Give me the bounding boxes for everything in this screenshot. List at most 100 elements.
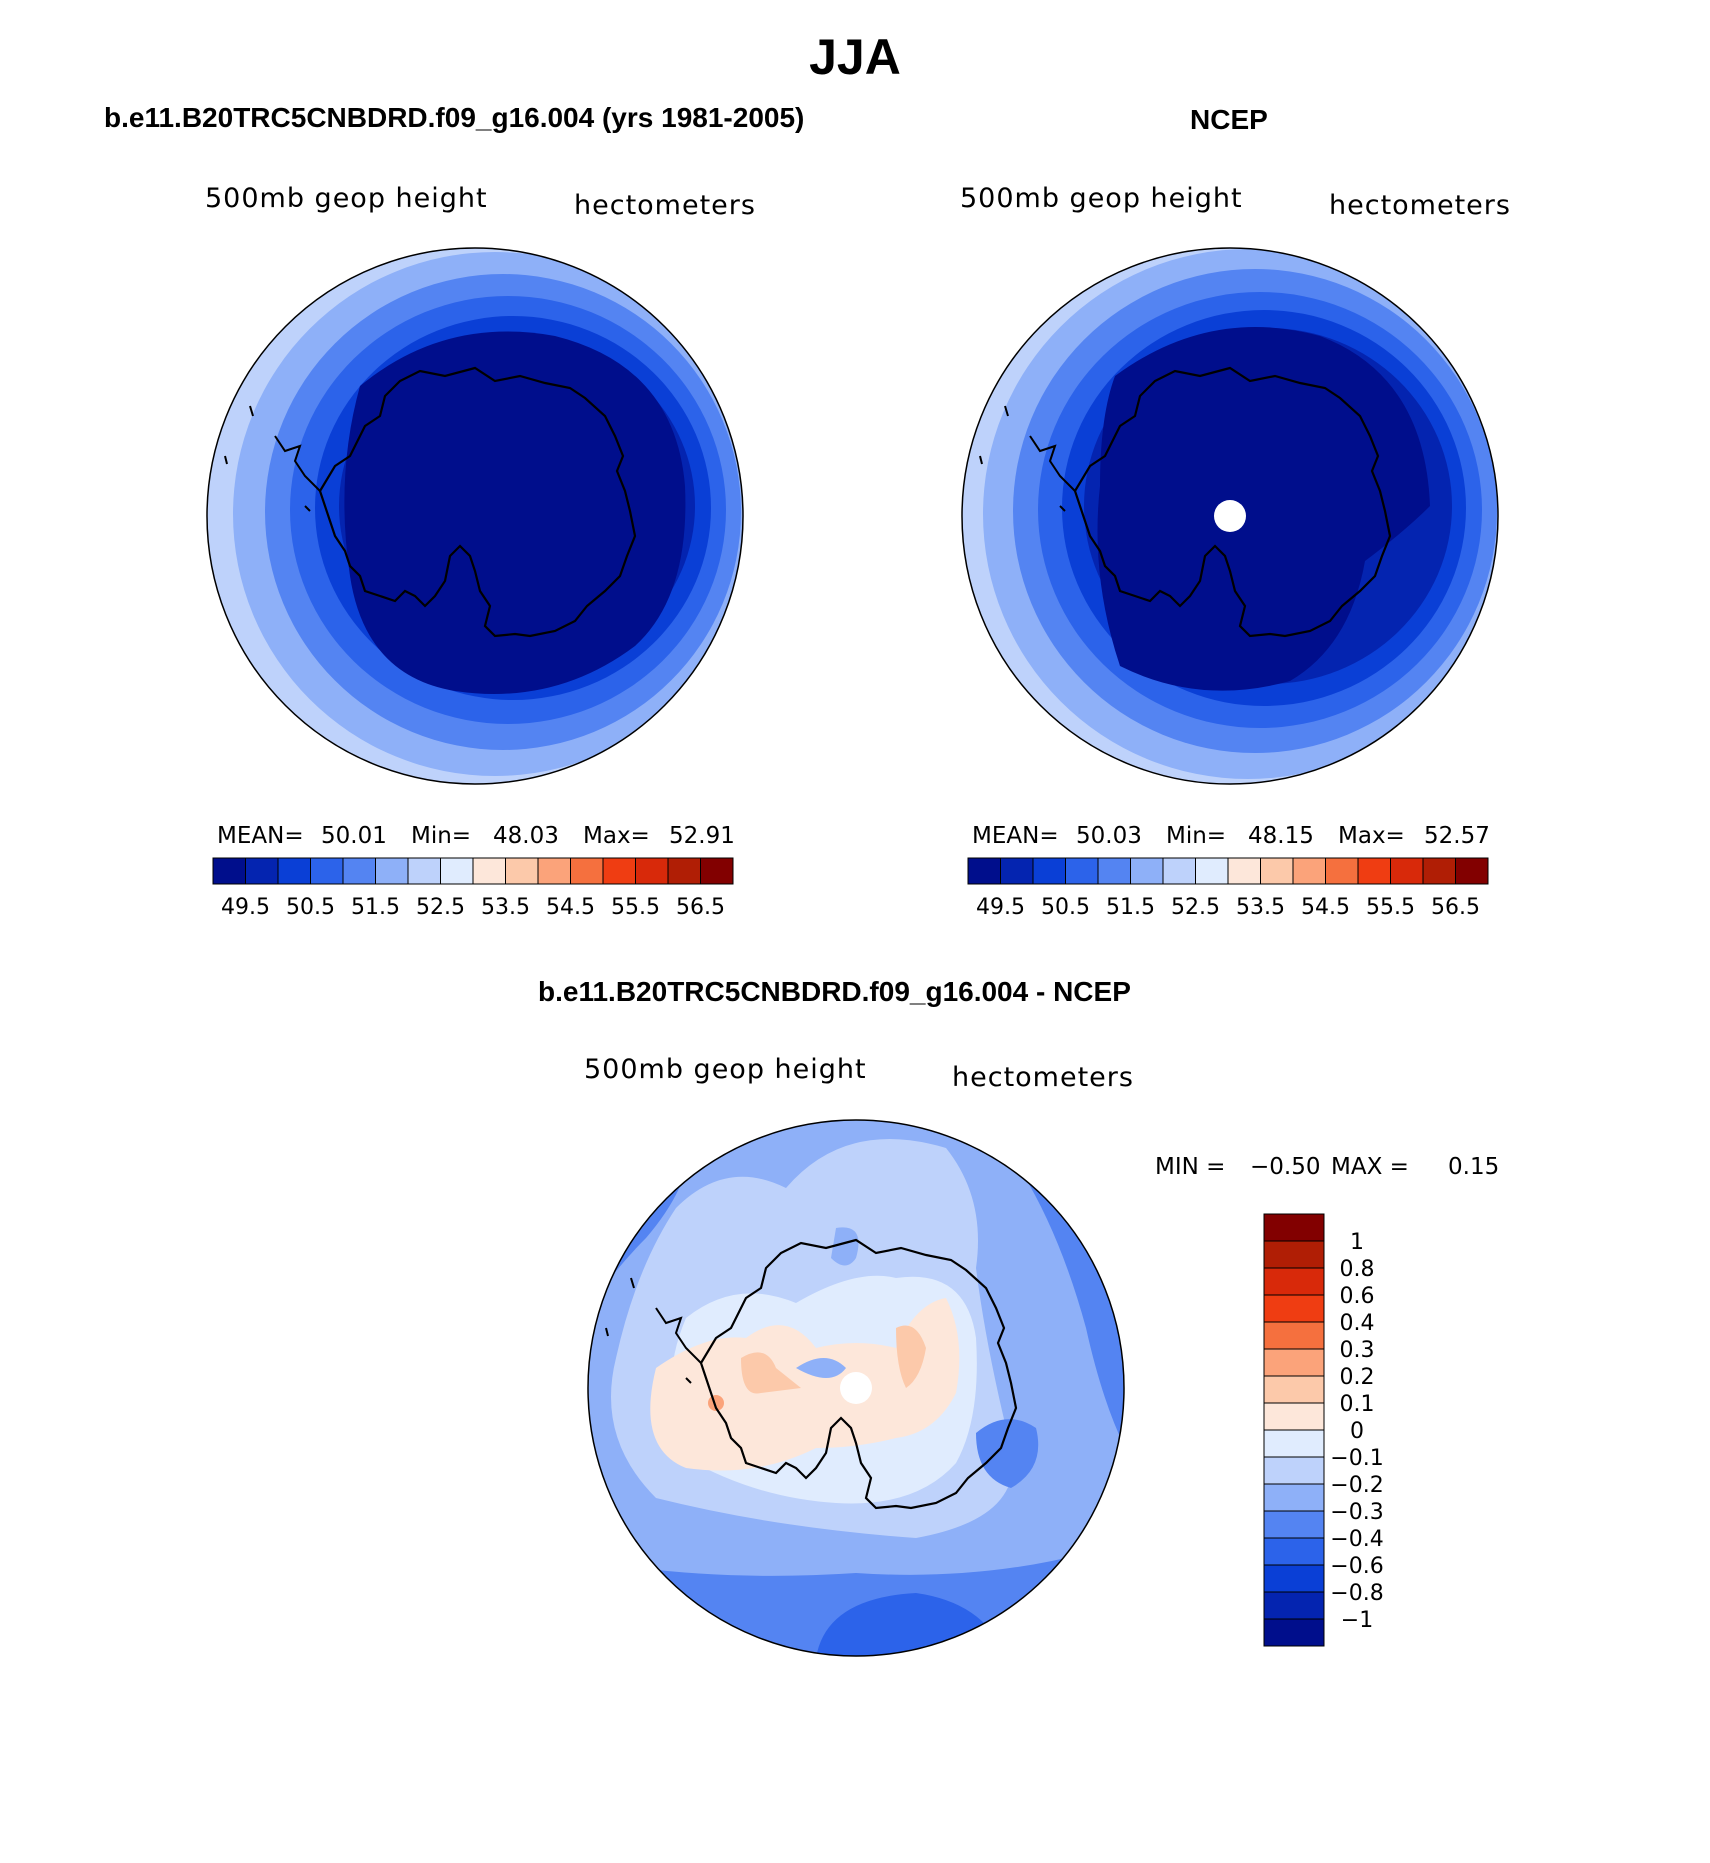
contour-band <box>831 1227 859 1266</box>
colorbar-swatch <box>1263 1618 1325 1647</box>
contour-band <box>976 1419 1039 1488</box>
colorbar-swatch <box>667 857 701 885</box>
colorbar-tick-label: −0.2 <box>1330 1473 1383 1498</box>
colorbar-swatch <box>967 857 1001 885</box>
panel-model-min-value: 48.03 <box>493 823 559 849</box>
missing-data-pole <box>840 1372 872 1404</box>
antarctic-peninsula-coastline <box>274 435 321 492</box>
colorbar-tick-label: 52.5 <box>416 895 465 920</box>
map-boundary <box>961 247 1499 785</box>
island-coastline <box>979 405 1066 512</box>
colorbar-swatch <box>1263 1321 1325 1350</box>
colorbar-tick-label: 0.6 <box>1340 1284 1375 1309</box>
colorbar-tick-label: 52.5 <box>1171 895 1220 920</box>
panel-model-max-value: 52.91 <box>669 823 735 849</box>
colorbar-tick-label: 56.5 <box>676 895 725 920</box>
colorbar-tick-label: 50.5 <box>1041 895 1090 920</box>
colorbar-swatch <box>1000 857 1034 885</box>
panel-diff-variable-label: 500mb geop height <box>584 1054 867 1085</box>
panel-ncep-max-label: Max= <box>1338 823 1405 849</box>
colorbar-tick-label: 55.5 <box>611 895 660 920</box>
colorbar-swatch <box>342 857 376 885</box>
colorbar-swatch <box>1263 1348 1325 1377</box>
colorbar-swatch <box>1325 857 1359 885</box>
colorbar-swatch <box>1263 1240 1325 1269</box>
colorbar-swatch <box>1263 1564 1325 1593</box>
contour-band <box>796 1358 846 1378</box>
colorbar-swatch <box>375 857 409 885</box>
panel-diff-max-value: 0.15 <box>1448 1154 1500 1180</box>
colorbar-swatch <box>1263 1510 1325 1539</box>
panel-ncep-min-label: Min= <box>1166 823 1227 849</box>
colorbar-tick-label: 0.8 <box>1340 1257 1375 1282</box>
colorbar-swatch <box>1227 857 1261 885</box>
island-coastline <box>605 1277 692 1384</box>
colorbar-tick-label: 49.5 <box>976 895 1025 920</box>
colorbar-tick-label: 0.4 <box>1340 1311 1375 1336</box>
panel-model-units-label: hectometers <box>574 190 756 221</box>
colorbar-tick-label: 56.5 <box>1431 895 1480 920</box>
colorbar-tick-label: 53.5 <box>1236 895 1285 920</box>
colorbar-swatch <box>1032 857 1066 885</box>
colorbar-swatch <box>1357 857 1391 885</box>
antarctic-peninsula-coastline <box>1029 435 1076 492</box>
colorbar-tick-label: 50.5 <box>286 895 335 920</box>
colorbar-swatch <box>1292 857 1326 885</box>
colorbar-swatch <box>310 857 344 885</box>
panel-ncep-mean-label: MEAN= <box>972 823 1059 849</box>
colorbar-swatch <box>1195 857 1229 885</box>
panel-ncep-colorbar: 49.5 50.5 51.5 52.5 53.5 54.5 55.5 56.5 <box>967 857 1489 920</box>
panel-diff-min-label: MIN = <box>1155 1154 1226 1180</box>
antarctica-coastline <box>1073 366 1392 638</box>
colorbar-swatch <box>1263 1429 1325 1458</box>
colorbar-swatch <box>407 857 441 885</box>
colorbar-tick-label: −0.6 <box>1330 1554 1383 1579</box>
colorbar-swatch <box>277 857 311 885</box>
panel-diff-max-label: MAX = <box>1331 1154 1409 1180</box>
panel-ncep-polar-map <box>961 247 1499 785</box>
colorbar-swatch <box>1390 857 1424 885</box>
colorbar-tick-label: 53.5 <box>481 895 530 920</box>
colorbar-swatch <box>1455 857 1489 885</box>
missing-data-pole <box>1214 500 1246 532</box>
panel-model-mean-label: MEAN= <box>217 823 304 849</box>
colorbar-swatch <box>635 857 669 885</box>
panel-diff-polar-map <box>587 1119 1125 1657</box>
colorbar-tick-label: −0.3 <box>1330 1500 1383 1525</box>
colorbar-swatch <box>472 857 506 885</box>
contour-band <box>896 1325 926 1388</box>
colorbar-swatch <box>1162 857 1196 885</box>
colorbar-tick-label: 49.5 <box>221 895 270 920</box>
colorbar-swatch <box>245 857 279 885</box>
colorbar-swatch <box>1263 1456 1325 1485</box>
colorbar-swatch <box>700 857 734 885</box>
panel-ncep-units-label: hectometers <box>1329 190 1511 221</box>
panel-diff-units-label: hectometers <box>952 1062 1134 1093</box>
colorbar-tick-label: 54.5 <box>1301 895 1350 920</box>
antarctica-coastline <box>699 1238 1018 1510</box>
colorbar-tick-label: 0.1 <box>1340 1392 1375 1417</box>
colorbar-swatch <box>1263 1537 1325 1566</box>
antarctica-coastline <box>318 366 637 638</box>
contour-band <box>344 331 686 695</box>
colorbar-swatch <box>1263 1591 1325 1620</box>
colorbar-tick-label: −0.8 <box>1330 1581 1383 1606</box>
panel-ncep-mean-value: 50.03 <box>1076 823 1142 849</box>
panel-ncep-max-value: 52.57 <box>1424 823 1490 849</box>
panel-ncep-min-value: 48.15 <box>1248 823 1314 849</box>
colorbar-swatch <box>1263 1375 1325 1404</box>
colorbar-tick-label: 1 <box>1350 1230 1364 1255</box>
panel-model-colorbar: 49.5 50.5 51.5 52.5 53.5 54.5 55.5 56.5 <box>212 857 734 920</box>
island-coastline <box>224 405 311 512</box>
colorbar-tick-label: 0 <box>1350 1419 1364 1444</box>
panel-diff-heading: b.e11.B20TRC5CNBDRD.f09_g16.004 - NCEP <box>538 976 1131 1007</box>
colorbar-tick-label: 0.3 <box>1340 1338 1375 1363</box>
panel-model-mean-value: 50.01 <box>321 823 387 849</box>
colorbar-swatch <box>1263 1213 1325 1242</box>
panel-model-variable-label: 500mb geop height <box>205 183 488 214</box>
colorbar-swatch <box>1263 1267 1325 1296</box>
colorbar-swatch <box>1422 857 1456 885</box>
colorbar-tick-label: −0.4 <box>1330 1527 1383 1552</box>
colorbar-tick-label: −0.1 <box>1330 1446 1383 1471</box>
colorbar-swatch <box>1065 857 1099 885</box>
